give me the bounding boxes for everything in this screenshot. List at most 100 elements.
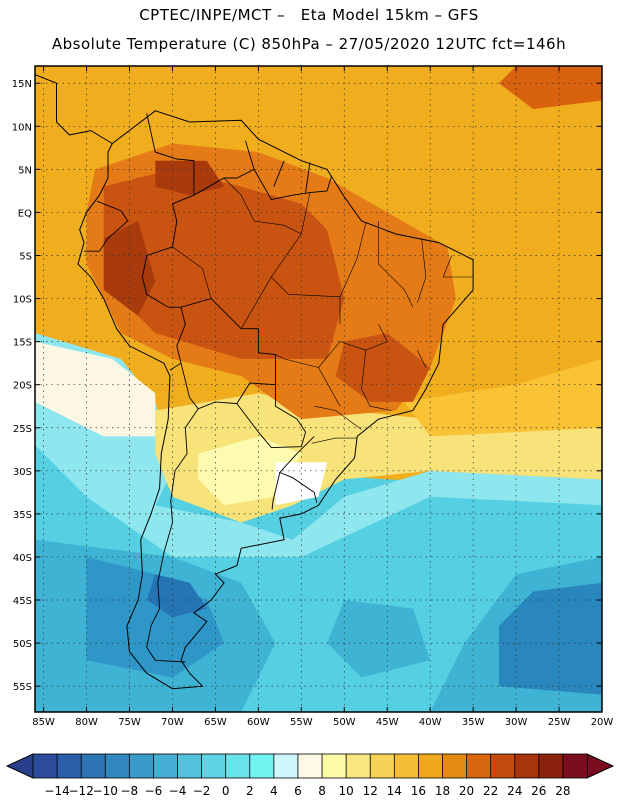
- colorbar-swatch: [417, 753, 444, 779]
- colorbar-swatch: [201, 753, 227, 779]
- state-border: [378, 221, 414, 308]
- country-border: [236, 384, 307, 449]
- state-border: [318, 324, 388, 407]
- colorbar-swatch: [562, 753, 588, 779]
- country-border: [169, 307, 186, 371]
- colorbar-label: 28: [555, 784, 570, 798]
- country-border: [271, 472, 281, 510]
- colorbar-label: −6: [145, 784, 163, 798]
- state-border: [417, 238, 427, 303]
- colorbar-swatch: [225, 753, 251, 779]
- state-border: [240, 276, 341, 329]
- colorbar-swatch: [32, 753, 58, 779]
- colorbar-label: 2: [246, 784, 254, 798]
- latitude-label: 50S: [13, 639, 32, 650]
- colorbar-swatch: [153, 753, 179, 779]
- latitude-label: 20S: [13, 381, 32, 392]
- colorbar-label: −2: [193, 784, 211, 798]
- country-border: [141, 113, 195, 278]
- latitude-label: 5S: [19, 251, 32, 262]
- longitude-label: 25W: [548, 717, 571, 728]
- longitude-label: 85W: [32, 717, 55, 728]
- colorbar-label: 14: [387, 784, 402, 798]
- country-border: [253, 169, 332, 201]
- colorbar-swatch: [321, 753, 347, 779]
- colorbar-swatch: [538, 753, 564, 779]
- longitude-label: 60W: [247, 717, 270, 728]
- colorbar-label: 16: [411, 784, 426, 798]
- colorbar-label: −8: [120, 784, 138, 798]
- lat-lon-grid: [35, 66, 602, 712]
- latitude-label: 35S: [13, 510, 32, 521]
- colorbar-high-arrow: [586, 753, 615, 779]
- temperature-region: [335, 333, 431, 402]
- state-border: [339, 222, 367, 297]
- latitude-label: EQ: [18, 208, 32, 219]
- longitude-label: 75W: [118, 717, 141, 728]
- latitude-label: 10N: [12, 122, 32, 133]
- longitude-label: 65W: [204, 717, 227, 728]
- longitude-label: 50W: [333, 717, 356, 728]
- longitude-label: 40W: [419, 717, 442, 728]
- coastline: [77, 110, 474, 690]
- colorbar-label: 4: [270, 784, 278, 798]
- colorbar-swatch: [177, 753, 203, 779]
- colorbar-swatch: [297, 753, 323, 779]
- longitude-label: 55W: [290, 717, 313, 728]
- country-border: [305, 162, 311, 193]
- map-axes: 15N 10N 5N EQ 5S 10S 15S 20S 25S 30S 35S 40S 45S 50S 5…: [12, 66, 613, 728]
- state-border: [442, 255, 474, 278]
- state-border: [311, 437, 357, 444]
- state-border: [314, 405, 362, 430]
- temperature-region: [404, 358, 602, 437]
- colorbar-swatch: [128, 753, 155, 779]
- temperature-field: [35, 66, 602, 712]
- colorbar-label: −14: [44, 784, 69, 798]
- country-borders: [35, 74, 474, 690]
- colorbar-swatch: [466, 753, 492, 779]
- temperature-region: [103, 221, 156, 316]
- colorbar-label: 10: [338, 784, 353, 798]
- country-border: [141, 276, 276, 385]
- state-border: [223, 177, 302, 235]
- longitude-label: 45W: [376, 717, 399, 728]
- colorbar-label: 26: [531, 784, 546, 798]
- temperature-region: [146, 574, 207, 618]
- country-border: [146, 408, 199, 663]
- longitude-label: 70W: [161, 717, 184, 728]
- colorbar-low-arrow: [5, 753, 34, 779]
- colorbar-label: −12: [69, 784, 94, 798]
- temperature-region: [103, 169, 345, 359]
- colorbar-swatch: [80, 753, 106, 779]
- colorbar-label: 20: [459, 784, 474, 798]
- colorbar-swatch: [273, 753, 299, 779]
- colorbar-swatch: [514, 753, 540, 779]
- state-border: [417, 350, 427, 368]
- colorbar-label: 24: [507, 784, 522, 798]
- country-border: [84, 200, 129, 252]
- colorbar-label: 22: [483, 784, 498, 798]
- longitude-label: 35W: [462, 717, 485, 728]
- colorbar-swatch: [369, 753, 396, 779]
- country-border: [180, 363, 276, 410]
- state-border: [172, 246, 212, 299]
- colorbar-label: 8: [318, 784, 326, 798]
- country-border: [193, 140, 255, 196]
- latitude-label: 40S: [13, 553, 32, 564]
- colorbar-swatch: [56, 753, 82, 779]
- map-frame: [34, 65, 603, 713]
- state-border: [361, 350, 392, 411]
- latitude-label: 15N: [12, 79, 32, 90]
- latitude-label: 15S: [13, 338, 32, 349]
- colorbar-swatch: [345, 753, 371, 779]
- colorbar-label: −4: [169, 784, 187, 798]
- colorbar-swatch: [490, 753, 516, 779]
- latitude-label: 25S: [13, 424, 32, 435]
- colorbar-swatch: [104, 753, 131, 779]
- colorbar-label: 12: [363, 784, 378, 798]
- colorbar-label: 0: [222, 784, 230, 798]
- colorbar-label: 18: [435, 784, 450, 798]
- country-border: [273, 160, 285, 187]
- colorbar-swatch: [393, 753, 420, 779]
